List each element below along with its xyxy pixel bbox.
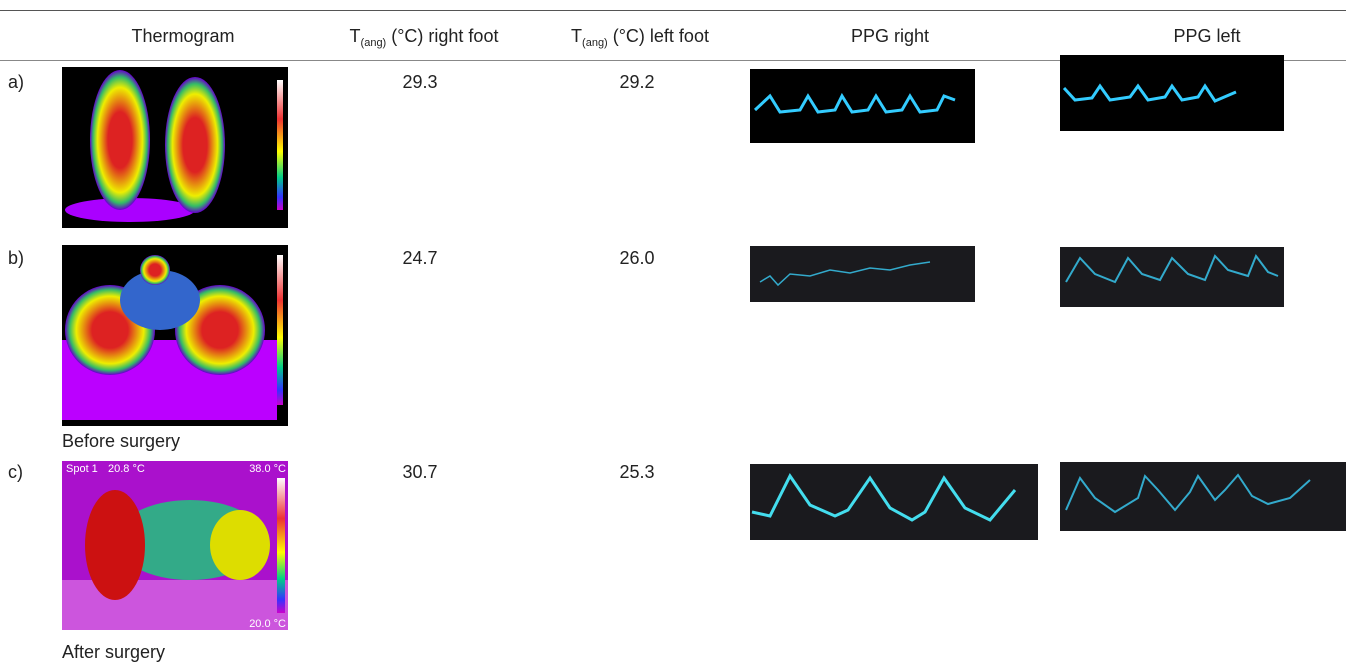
thermogram-c: Spot 1 20.8 °C 38.0 °C 20.0 °C: [62, 461, 288, 630]
cell: 29.2: [619, 72, 655, 92]
overlay-text: 20.8 °C: [108, 463, 145, 475]
header-rule: [0, 60, 1346, 61]
col-header: PPG left: [1173, 26, 1241, 46]
ppg-images: [750, 55, 1346, 540]
cell: 25.3: [619, 462, 655, 482]
row-label: b): [8, 248, 25, 268]
caption: Before surgery: [62, 431, 181, 451]
col-header: T(ang) (°C) right foot: [350, 26, 499, 49]
caption: After surgery: [62, 642, 166, 662]
overlay-text: 20.0 °C: [249, 618, 286, 630]
thermogram-a: [62, 67, 288, 228]
col-header: T(ang) (°C) left foot: [571, 26, 709, 49]
col-header: PPG right: [850, 26, 930, 46]
row-label: c): [8, 462, 23, 482]
symbol: T: [349, 26, 361, 46]
cell: 24.7: [402, 248, 438, 268]
row-label: a): [8, 72, 25, 92]
cell: 26.0: [619, 248, 655, 268]
cell: 29.3: [402, 72, 438, 92]
thermogram-b: [62, 245, 288, 426]
col-header: Thermogram: [131, 26, 235, 46]
subscript: (ang): [582, 37, 608, 49]
subscript: (ang): [360, 37, 387, 49]
symbol: T: [571, 26, 583, 46]
unit: (°C) left foot: [612, 26, 709, 46]
cell: 30.7: [402, 462, 438, 482]
overlay-text: 38.0 °C: [249, 463, 286, 475]
unit: (°C) right foot: [391, 26, 499, 46]
top-rule: [0, 10, 1346, 11]
overlay-text: Spot 1: [66, 463, 98, 475]
